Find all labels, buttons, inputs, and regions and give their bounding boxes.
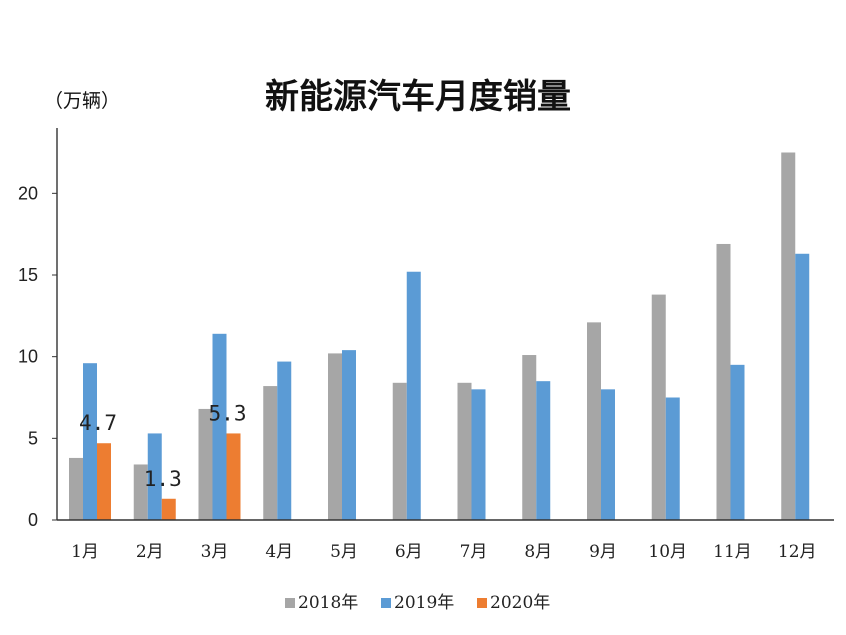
- y-tick-label: 15: [18, 265, 38, 285]
- bar-2019年-4月: [277, 361, 292, 520]
- legend-entry: 2019年: [394, 593, 454, 613]
- bar-2019年-5月: [342, 350, 356, 520]
- bar-2019年-2月: [147, 433, 162, 520]
- legend-swatch: [381, 598, 391, 608]
- legend-swatch: [477, 598, 487, 608]
- bar-2019年-12月: [795, 253, 810, 520]
- bar-2018年-4月: [263, 386, 278, 520]
- y-unit-label: （万辆）: [44, 90, 120, 112]
- x-tick-label: 5月: [330, 542, 358, 562]
- chart-title: 新能源汽车月度销量: [265, 77, 571, 117]
- y-axis-ticks: 0 5 10 15 20: [18, 183, 57, 530]
- data-label: 4.7: [79, 411, 117, 435]
- x-tick-label: 1月: [71, 542, 99, 562]
- bar-2019年-3月: [212, 333, 227, 520]
- bar-2019年-11月: [730, 364, 745, 520]
- x-tick-label: 7月: [460, 542, 488, 562]
- y-tick-label: 10: [18, 347, 38, 367]
- bar-2020年-1月: [97, 443, 111, 520]
- bar-2018年-6月: [392, 382, 407, 520]
- bar-2018年-1月: [69, 457, 83, 520]
- bar-2019年-10月: [665, 397, 680, 520]
- bar-2019年-8月: [536, 381, 551, 520]
- bar-2019年-6月: [406, 271, 421, 520]
- legend: 2018年 2019年 2020年: [285, 593, 550, 613]
- bar-2018年-9月: [587, 322, 601, 520]
- x-tick-label: 6月: [395, 542, 423, 562]
- bar-2018年-2月: [133, 464, 148, 520]
- bars: [69, 152, 810, 520]
- bar-2020年-3月: [226, 433, 241, 520]
- y-tick-label: 0: [28, 510, 38, 530]
- bar-2018年-5月: [328, 353, 342, 520]
- legend-entry: 2018年: [298, 593, 358, 613]
- bar-2019年-9月: [601, 389, 615, 520]
- x-tick-label: 9月: [589, 542, 617, 562]
- bar-2018年-7月: [457, 382, 472, 520]
- x-tick-label: 10月: [648, 542, 687, 562]
- bar-2020年-2月: [161, 498, 176, 520]
- legend-swatch: [285, 598, 295, 608]
- bar-2018年-8月: [522, 355, 537, 520]
- x-axis-ticks: 1月 2月 3月 4月 5月 6月 7月 8月 9月 10月 11月 12月: [71, 542, 816, 562]
- x-tick-label: 2月: [136, 542, 164, 562]
- legend-entry: 2020年: [490, 593, 550, 613]
- x-tick-label: 11月: [713, 542, 752, 562]
- bar-2018年-11月: [716, 243, 731, 520]
- y-tick-label: 5: [28, 428, 38, 448]
- data-label: 1.3: [144, 467, 182, 491]
- data-label: 5.3: [209, 401, 247, 425]
- bar-2019年-1月: [83, 363, 97, 520]
- data-labels: 4.7 1.3 5.3: [79, 401, 246, 490]
- bar-2019年-7月: [471, 389, 486, 520]
- y-tick-label: 20: [18, 183, 38, 203]
- x-tick-label: 4月: [265, 542, 293, 562]
- bar-2018年-3月: [198, 408, 213, 520]
- bar-2018年-10月: [651, 294, 666, 520]
- x-tick-label: 12月: [778, 542, 817, 562]
- bar-2018年-12月: [781, 152, 796, 520]
- x-tick-label: 3月: [201, 542, 229, 562]
- x-tick-label: 8月: [524, 542, 552, 562]
